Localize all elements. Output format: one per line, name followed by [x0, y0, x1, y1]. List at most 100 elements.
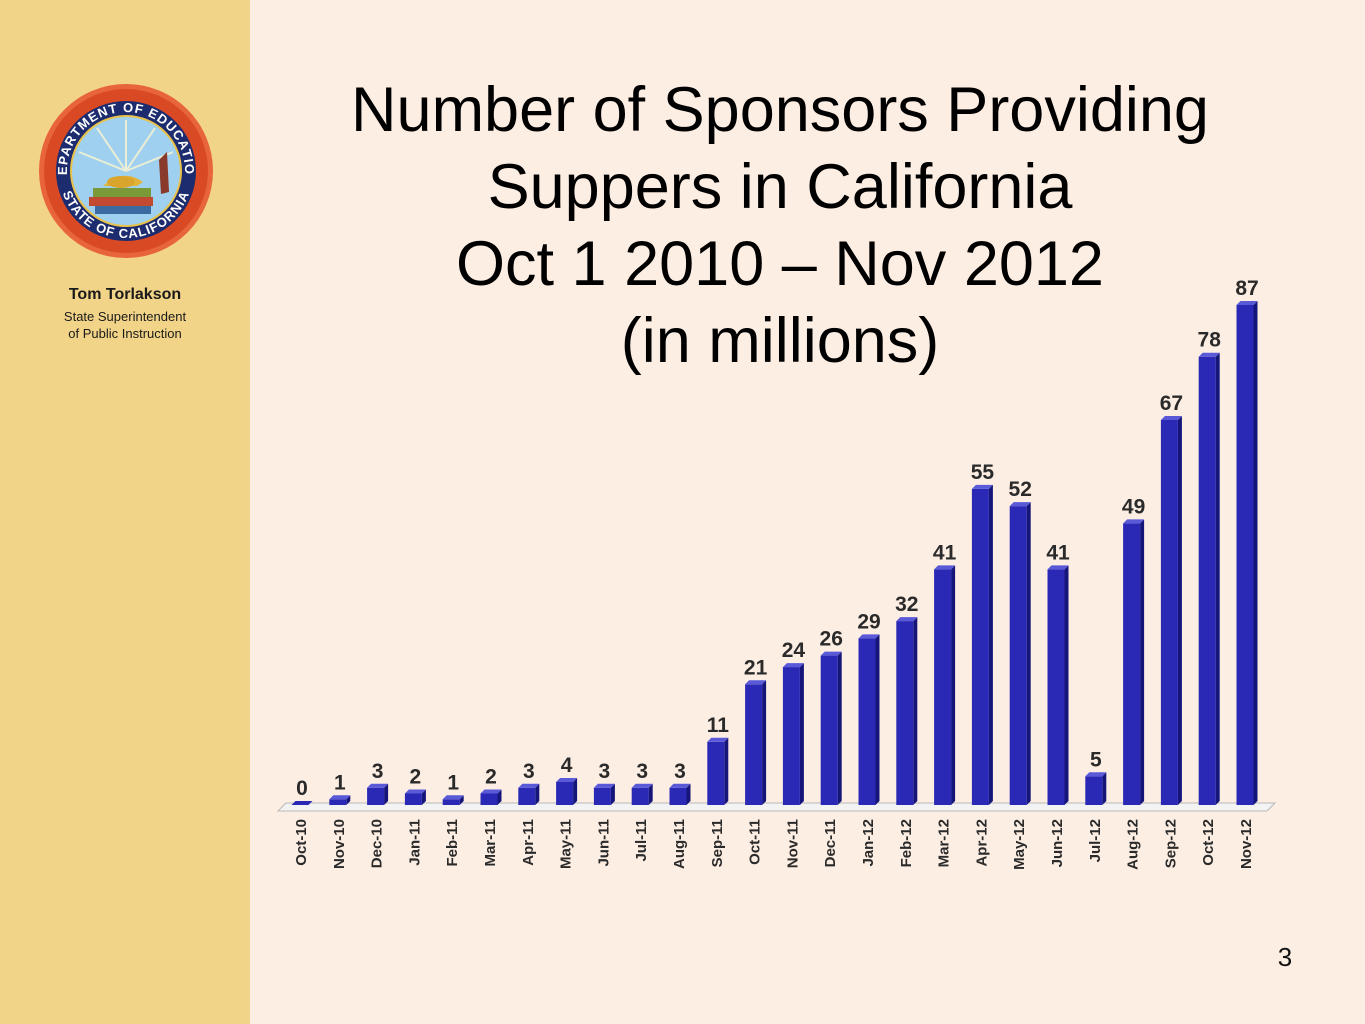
data-label: 3 [523, 760, 535, 783]
bar-top [593, 783, 615, 788]
bar-side [724, 737, 729, 805]
bar-side [573, 778, 578, 805]
bar-top [631, 783, 653, 788]
sidebar: DEPARTMENT OF EDUCATION STATE OF CALIFOR… [0, 0, 250, 1024]
bar [971, 488, 989, 805]
bar [367, 787, 385, 805]
x-tick-label: Jan-12 [860, 819, 877, 867]
x-tick-label: Oct-11 [747, 819, 764, 865]
bar-side [648, 783, 653, 805]
bar-side [951, 565, 956, 805]
x-tick-label: May-12 [1011, 819, 1028, 870]
bar [556, 782, 574, 805]
bar-top [782, 663, 804, 668]
x-tick-label: Apr-11 [520, 819, 537, 866]
bar-top [669, 783, 691, 788]
bar-side [686, 783, 691, 805]
bar-side [1026, 502, 1031, 805]
bar-top [820, 651, 842, 656]
bar-chart: 0 Oct-10 1 Nov-10 3 Dec-10 2 Jan-11 1 Feb-11 2 Mar-… [276, 277, 1277, 870]
x-tick-label: Dec-10 [369, 819, 386, 868]
x-tick-label: Dec-11 [822, 819, 839, 867]
x-tick-label: Oct-12 [1200, 819, 1217, 866]
x-tick-label: Apr-12 [973, 819, 990, 867]
bar-side [459, 795, 464, 805]
bar-side [988, 484, 993, 805]
x-tick-label: Aug-11 [671, 819, 688, 869]
x-tick-label: Jan-11 [406, 819, 423, 866]
bar [782, 667, 800, 805]
bar-side [1064, 565, 1069, 805]
bar-top [707, 737, 729, 742]
bar [1085, 776, 1103, 805]
bar-top [858, 634, 880, 639]
bar-side [497, 789, 502, 805]
bar [745, 684, 763, 805]
data-label: 24 [782, 639, 806, 662]
bar [329, 799, 347, 805]
data-label: 3 [636, 760, 648, 783]
bar-top [896, 617, 918, 622]
department-of-education-seal-icon: DEPARTMENT OF EDUCATION STATE OF CALIFOR… [37, 82, 213, 258]
chart-title-line-2: Suppers in California [487, 152, 1073, 222]
data-label: 21 [744, 656, 768, 679]
x-tick-label: Oct-10 [293, 819, 310, 866]
bar [404, 793, 422, 805]
bar [707, 741, 725, 805]
x-tick-label: May-11 [558, 819, 575, 869]
x-tick-label: Nov-10 [331, 819, 348, 869]
data-label: 3 [372, 760, 384, 783]
x-tick-label: Aug-12 [1125, 819, 1142, 870]
data-label: 2 [485, 766, 497, 789]
chart-title-line-4: (in millions) [620, 306, 940, 376]
data-label: 3 [674, 760, 686, 783]
page-number: 3 [1277, 942, 1293, 972]
data-label: 78 [1198, 329, 1222, 352]
bar-top [1198, 352, 1220, 357]
bar-top [971, 484, 993, 489]
x-tick-label: Jul-12 [1087, 819, 1104, 862]
bar-side [913, 617, 918, 805]
data-label: 52 [1009, 478, 1032, 501]
bar-side [610, 783, 615, 805]
x-tick-label: Jun-11 [595, 819, 612, 867]
bar [1047, 569, 1065, 805]
x-tick-label: Sep-12 [1162, 819, 1179, 868]
bar-top [404, 789, 426, 794]
bar-side [1253, 301, 1258, 805]
data-label: 1 [334, 771, 346, 794]
bar [518, 787, 536, 805]
bar-top [1160, 415, 1182, 420]
x-tick-label: Nov-12 [1238, 819, 1255, 869]
data-label: 67 [1160, 392, 1183, 415]
bar-side [837, 651, 842, 805]
bar [858, 638, 876, 805]
chart-title-line-1: Number of Sponsors Providing [351, 75, 1209, 145]
chart-title: Number of Sponsors Providing Suppers in … [300, 72, 1260, 380]
bar [820, 655, 838, 805]
x-tick-label: Mar-11 [482, 819, 499, 867]
bar-side [421, 789, 426, 805]
data-label: 4 [561, 754, 573, 777]
data-label: 26 [820, 628, 843, 651]
data-label: 41 [1046, 541, 1070, 564]
presenter-name: Tom Torlakson [68, 286, 182, 303]
x-tick-label: Sep-11 [709, 819, 726, 867]
bar-top [367, 783, 389, 788]
bar-side [384, 783, 389, 805]
x-tick-label: Feb-12 [898, 819, 915, 867]
data-label: 11 [707, 714, 730, 737]
x-tick-label: Mar-12 [936, 819, 953, 867]
data-label: 2 [410, 766, 422, 789]
bar-top [480, 789, 502, 794]
bar-flat [291, 801, 313, 805]
data-label: 32 [895, 593, 918, 616]
bar [1123, 523, 1141, 805]
bar-side [1102, 772, 1107, 805]
bar-top [1009, 502, 1031, 507]
bar-top [934, 565, 956, 570]
bar-side [799, 663, 804, 805]
bar-top [442, 795, 464, 800]
data-label: 0 [296, 777, 308, 800]
bar-side [762, 680, 767, 805]
